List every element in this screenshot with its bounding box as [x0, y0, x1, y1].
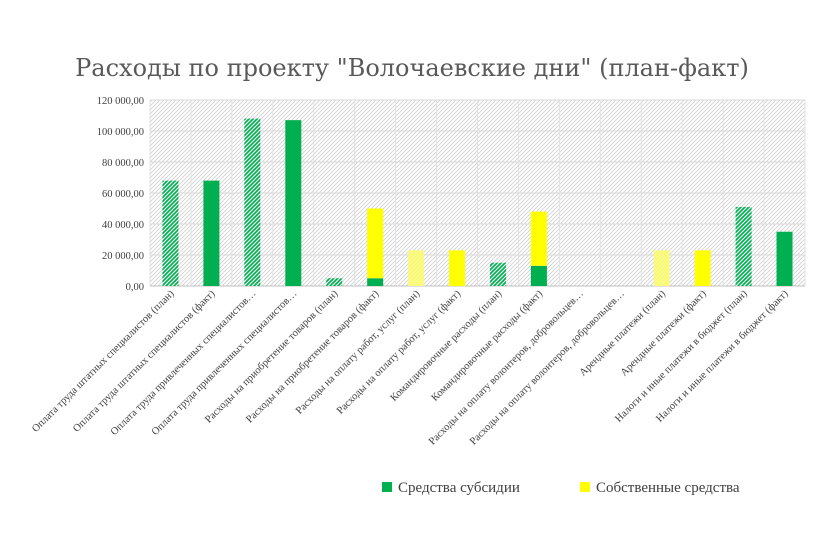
x-category-label: Арендные платежи (факт)	[619, 288, 709, 378]
bar-subsidy	[735, 206, 752, 286]
bar-own-funds	[653, 250, 670, 286]
bar-own-funds	[449, 250, 466, 286]
bar-subsidy	[162, 180, 179, 286]
chart-title: Расходы по проекту "Волочаевские дни" (п…	[75, 54, 749, 82]
bar-subsidy	[285, 120, 302, 287]
bar-subsidy	[244, 118, 261, 286]
x-category-label: Оплата труда привлеченных специалистов…	[109, 288, 259, 438]
bar-own-funds	[694, 250, 711, 286]
bar-own-funds	[408, 250, 425, 286]
x-category-label: Арендные платежи (план)	[578, 288, 669, 379]
bar-subsidy	[367, 278, 384, 286]
bar-subsidy	[203, 180, 220, 286]
y-tick-label: 20 000,00	[102, 251, 144, 262]
bars	[162, 118, 793, 287]
bar-subsidy	[326, 278, 343, 286]
y-tick-label: 120 000,00	[97, 96, 144, 107]
x-category-label: Оплата труда штатных специалистов (факт)	[71, 288, 218, 435]
y-tick-label: 0,00	[126, 282, 144, 293]
bar-subsidy	[776, 231, 793, 286]
legend-swatch-subsidy	[382, 482, 392, 492]
legend-label-subsidy: Средства субсидии	[398, 480, 520, 496]
bar-subsidy	[489, 262, 506, 286]
y-tick-label: 100 000,00	[97, 127, 144, 138]
y-tick-label: 80 000,00	[102, 158, 144, 169]
legend: Средства субсидии Собственные средства	[382, 480, 740, 496]
legend-label-own-funds: Собственные средства	[596, 480, 740, 496]
x-category-label: Оплата труда штатных специалистов (план)	[30, 288, 177, 435]
legend-swatch-own-funds	[580, 482, 590, 492]
bar-own-funds	[367, 208, 384, 279]
x-category-label: Расходы на оплату волонтеров, добровольц…	[427, 288, 586, 447]
y-axis-ticks: 0,00 20 000,00 40 000,00 60 000,00 80 000,00…	[97, 96, 144, 293]
y-tick-label: 60 000,00	[102, 189, 144, 200]
x-category-label: Оплата труда привлеченных специалистов…	[150, 288, 300, 438]
x-axis-labels: Оплата труда штатных специалистов (план)…	[30, 288, 791, 447]
bar-subsidy	[530, 265, 547, 286]
y-tick-label: 40 000,00	[102, 220, 144, 231]
bar-own-funds	[530, 211, 547, 266]
x-category-label: Расходы на оплату волонтеров, добровольц…	[468, 288, 627, 447]
